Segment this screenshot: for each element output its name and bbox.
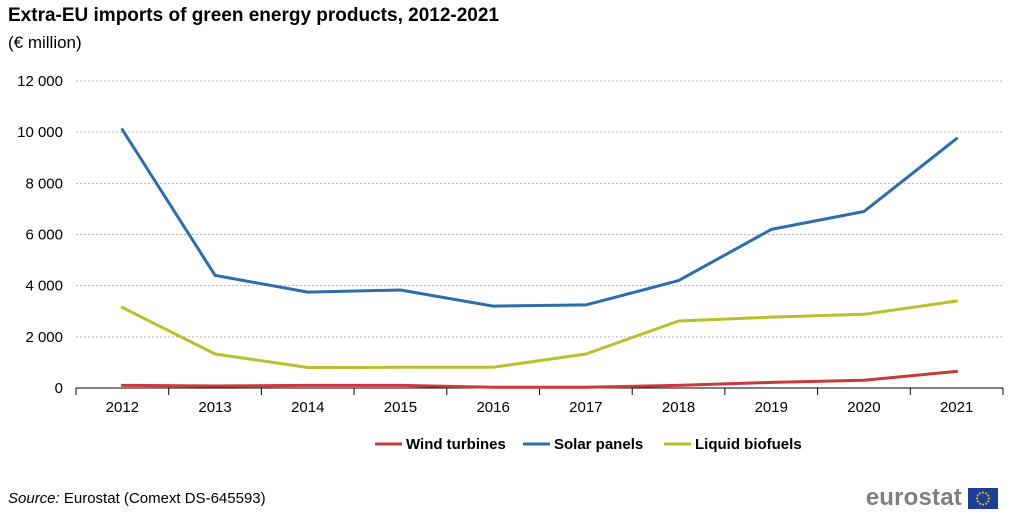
x-tick-label: 2020 bbox=[847, 399, 880, 416]
gridlines bbox=[76, 80, 1003, 338]
eu-flag-icon bbox=[968, 487, 998, 509]
y-tick-label: 6 000 bbox=[25, 227, 63, 244]
flag-star bbox=[982, 491, 984, 493]
x-tick-label: 2016 bbox=[476, 399, 509, 416]
flag-star bbox=[982, 503, 984, 505]
series-line-solar-panels bbox=[120, 128, 959, 308]
flag-star bbox=[976, 500, 979, 502]
series-line-wind-turbines bbox=[120, 369, 959, 389]
flag-star bbox=[985, 491, 987, 494]
source-note: Source: Eurostat (Comext DS-645593) bbox=[8, 490, 266, 507]
series-lines bbox=[120, 128, 959, 389]
y-tick-label: 10 000 bbox=[17, 124, 63, 141]
y-tick-label: 4 000 bbox=[25, 278, 63, 295]
flag-star bbox=[987, 500, 990, 502]
x-tick-label: 2014 bbox=[291, 399, 324, 416]
flag-star bbox=[976, 494, 979, 496]
flag-star bbox=[988, 497, 990, 499]
eurostat-logo: eurostat bbox=[866, 484, 998, 512]
legend: Wind turbines Solar panels Liquid biofuels bbox=[375, 436, 802, 453]
y-tick-label: 8 000 bbox=[25, 175, 63, 192]
legend-label: Liquid biofuels bbox=[695, 436, 802, 453]
y-tick-label: 2 000 bbox=[25, 329, 63, 346]
x-tick-label: 2017 bbox=[569, 399, 602, 416]
source-text: Eurostat (Comext DS-645593) bbox=[59, 490, 266, 507]
x-tick-label: 2021 bbox=[940, 399, 973, 416]
x-tick-label: 2013 bbox=[198, 399, 231, 416]
chart-title: Extra-EU imports of green energy product… bbox=[8, 5, 499, 26]
flag-star bbox=[979, 502, 981, 505]
chart-subtitle: (€ million) bbox=[8, 33, 82, 52]
x-tick-label: 2012 bbox=[106, 399, 139, 416]
y-tick-label: 0 bbox=[55, 380, 63, 397]
x-tick-label: 2015 bbox=[384, 399, 417, 416]
flag-star bbox=[985, 502, 987, 505]
source-label: Source: bbox=[8, 490, 60, 507]
flag-star bbox=[987, 494, 990, 496]
x-tick-label: 2019 bbox=[755, 399, 788, 416]
flag-star bbox=[976, 497, 978, 499]
y-axis-ticks: 0 2 000 4 000 6 000 8 000 10 000 12 000 bbox=[17, 73, 63, 397]
y-tick-label: 12 000 bbox=[17, 73, 63, 90]
x-tick-label: 2018 bbox=[662, 399, 695, 416]
flag-star bbox=[979, 491, 981, 494]
legend-label: Solar panels bbox=[554, 436, 643, 453]
logo-text: eurostat bbox=[865, 484, 962, 511]
series-line-liquid-biofuels bbox=[120, 299, 959, 369]
x-axis: 2012 2013 2014 2015 2016 2017 2018 2019 2020 2021 bbox=[75, 387, 1004, 416]
legend-label: Wind turbines bbox=[406, 436, 506, 453]
